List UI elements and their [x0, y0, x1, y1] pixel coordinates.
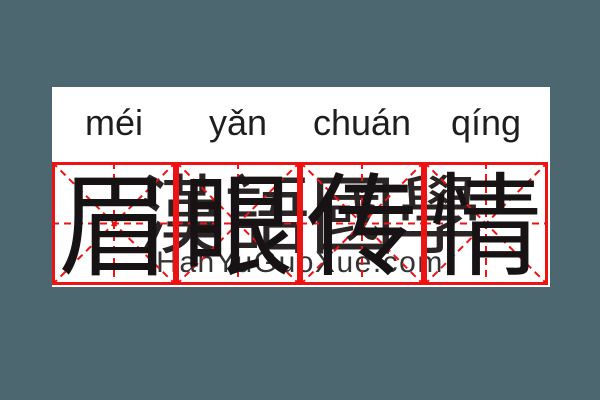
hanzi-character: 眼: [182, 166, 294, 291]
pinyin-syllable: méi: [84, 102, 143, 143]
pinyin-row: méi yǎn chuán qíng: [52, 101, 548, 141]
hanzi-character: 传: [306, 166, 418, 291]
mizige-grid: [52, 162, 548, 285]
grid-cell: [299, 162, 425, 285]
grid-cells: [52, 162, 548, 285]
grid-cell: [423, 162, 548, 285]
hanzi-character: 眉: [58, 166, 170, 291]
grid-cell: [175, 162, 301, 285]
pinyin-syllable: chuán: [312, 102, 412, 143]
pinyin-syllable: qíng: [450, 102, 522, 143]
pinyin-syllable: yǎn: [208, 102, 268, 143]
grid-cell: [52, 162, 177, 285]
hanzi-row: 眉 眼 传 情: [52, 164, 548, 287]
hanzi-character: 情: [430, 166, 542, 291]
